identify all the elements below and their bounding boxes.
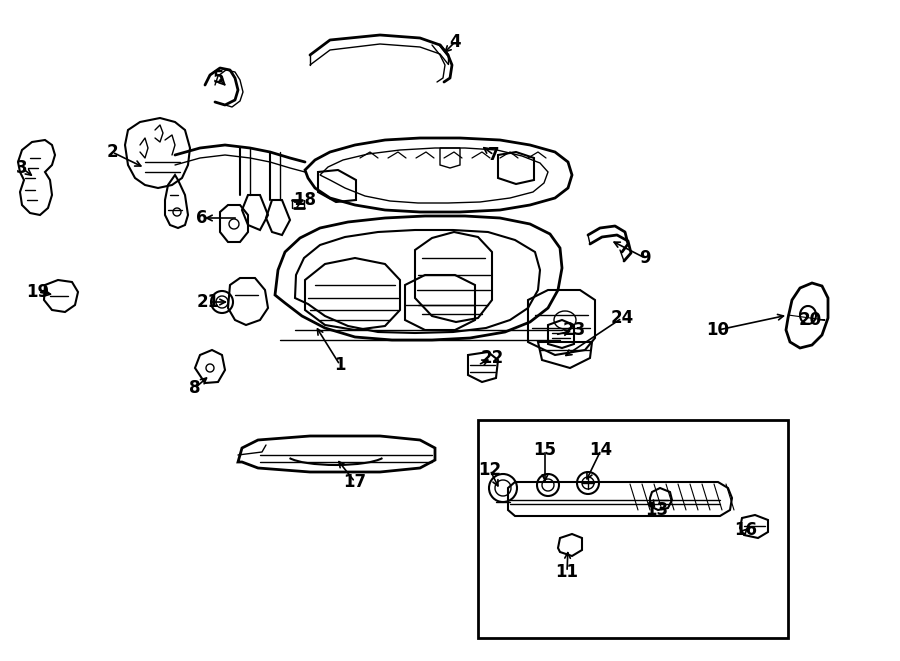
Text: 9: 9	[639, 249, 651, 267]
Text: 13: 13	[645, 501, 669, 519]
Text: 21: 21	[196, 293, 220, 311]
Text: 6: 6	[196, 209, 208, 227]
Text: 10: 10	[706, 321, 730, 339]
Text: 2: 2	[106, 143, 118, 161]
Text: 12: 12	[479, 461, 501, 479]
Text: 18: 18	[293, 191, 317, 209]
Text: 15: 15	[534, 441, 556, 459]
Text: 1: 1	[334, 356, 346, 374]
Text: 16: 16	[734, 521, 758, 539]
Text: 5: 5	[212, 69, 224, 87]
Text: 3: 3	[16, 159, 28, 177]
Text: 23: 23	[562, 321, 586, 339]
Text: 14: 14	[590, 441, 613, 459]
Text: 7: 7	[488, 146, 500, 164]
Text: 4: 4	[449, 33, 461, 51]
Text: 8: 8	[189, 379, 201, 397]
Text: 17: 17	[344, 473, 366, 491]
Text: 24: 24	[610, 309, 634, 327]
Text: 11: 11	[555, 563, 579, 581]
Text: 20: 20	[798, 311, 822, 329]
Text: 22: 22	[481, 349, 504, 367]
Text: 19: 19	[26, 283, 50, 301]
